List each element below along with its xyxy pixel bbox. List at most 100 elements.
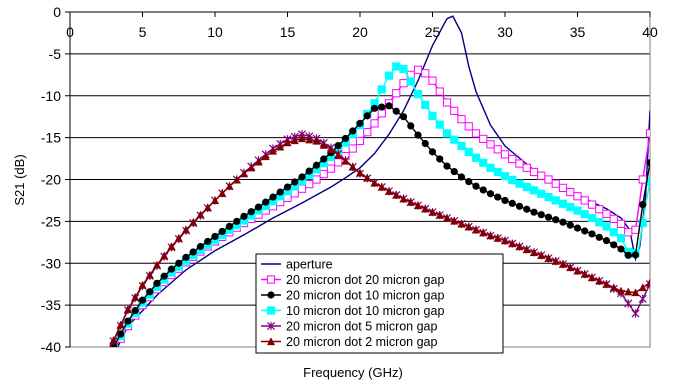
- marker-triangle: [464, 222, 473, 231]
- marker-square-filled: [377, 85, 386, 94]
- y-tick-label: -25: [41, 213, 61, 229]
- marker-square-filled: [638, 218, 647, 228]
- marker-triangle: [269, 146, 277, 155]
- marker-triangle: [399, 194, 408, 203]
- marker-triangle: [370, 178, 379, 187]
- marker-circle: [501, 196, 509, 205]
- marker-square-open: [319, 169, 328, 179]
- marker-circle: [530, 208, 538, 216]
- marker-square-open: [595, 205, 604, 214]
- marker-triangle: [174, 233, 183, 242]
- x-tick-labels: 0510152025303540: [66, 12, 658, 40]
- marker-square-open: [457, 115, 466, 124]
- marker-triangle: [566, 263, 575, 272]
- marker-circle: [392, 107, 400, 115]
- marker-circle: [631, 251, 640, 259]
- marker-square-open: [486, 140, 495, 149]
- marker-circle: [138, 296, 147, 304]
- marker-circle: [573, 224, 582, 232]
- marker-circle: [428, 148, 437, 156]
- marker-circle: [160, 272, 168, 280]
- marker-square-open: [638, 175, 647, 184]
- marker-triangle: [160, 251, 169, 260]
- marker-circle: [153, 279, 161, 287]
- marker-circle: [457, 173, 466, 181]
- marker-circle: [385, 102, 393, 110]
- marker-square-open: [645, 129, 650, 138]
- marker-triangle: [559, 259, 567, 268]
- marker-circle: [276, 188, 284, 196]
- marker-square-open: [515, 159, 524, 168]
- marker-circle: [305, 167, 313, 175]
- marker-circle: [508, 199, 516, 207]
- y-tick-label: -40: [41, 339, 61, 355]
- marker-triangle: [580, 269, 589, 278]
- marker-square-open: [442, 98, 452, 107]
- marker-square-open: [558, 183, 568, 192]
- marker-triangle: [348, 162, 357, 171]
- marker-circle: [515, 202, 524, 210]
- marker-triangle: [377, 182, 386, 191]
- marker-triangle: [638, 283, 647, 292]
- marker-circle: [602, 237, 611, 245]
- marker-square-open: [587, 200, 597, 209]
- marker-square-filled: [544, 192, 553, 202]
- marker-triangle: [261, 152, 270, 161]
- marker-triangle: [385, 187, 393, 195]
- legend-entry: 20 micron dot 10 micron gap: [261, 289, 444, 303]
- marker-triangle: [240, 169, 248, 178]
- marker-square-open: [266, 275, 276, 284]
- marker-triangle: [131, 292, 140, 301]
- marker-triangle: [537, 251, 546, 259]
- marker-triangle: [443, 213, 451, 222]
- marker-square-open: [283, 193, 292, 203]
- marker-square-filled: [413, 89, 423, 99]
- marker-circle: [407, 122, 415, 130]
- marker-square-filled: [442, 129, 452, 138]
- marker-square-filled: [266, 306, 276, 315]
- marker-triangle: [153, 260, 161, 269]
- marker-triangle: [617, 286, 625, 295]
- marker-triangle: [225, 182, 234, 190]
- marker-triangle: [203, 203, 212, 212]
- marker-square-open: [428, 76, 437, 85]
- marker-square-open: [363, 128, 372, 137]
- marker-square-open: [399, 79, 408, 88]
- marker-square-open: [624, 228, 633, 237]
- marker-square-open: [537, 171, 546, 180]
- x-tick-label: 25: [425, 24, 441, 40]
- marker-circle: [486, 190, 495, 198]
- marker-star: [645, 280, 650, 289]
- marker-square-filled: [515, 179, 524, 188]
- marker-square-filled: [587, 213, 597, 223]
- marker-circle: [334, 141, 342, 150]
- marker-triangle: [602, 279, 611, 288]
- marker-triangle: [283, 138, 292, 147]
- marker-square-open: [529, 167, 539, 177]
- marker-circle: [559, 218, 567, 226]
- marker-circle: [399, 113, 408, 121]
- marker-star: [266, 321, 276, 331]
- marker-triangle: [522, 245, 531, 254]
- marker-star: [631, 309, 640, 318]
- x-tick-label: 20: [352, 24, 368, 40]
- marker-circle: [566, 221, 574, 229]
- marker-square-open: [450, 106, 459, 115]
- marker-circle: [182, 253, 190, 261]
- marker-triangle: [290, 136, 299, 145]
- marker-circle: [262, 198, 270, 206]
- marker-circle: [450, 167, 458, 176]
- marker-square-filled: [384, 71, 394, 80]
- legend-label: 20 micron dot 5 micron gap: [286, 320, 438, 334]
- marker-triangle: [124, 305, 132, 313]
- marker-triangle: [421, 204, 430, 213]
- marker-triangle: [450, 216, 459, 225]
- marker-square-open: [305, 180, 314, 189]
- marker-circle: [370, 104, 379, 112]
- marker-circle: [131, 306, 139, 315]
- marker-square-open: [479, 134, 488, 143]
- marker-circle: [544, 213, 553, 221]
- marker-square-open: [297, 184, 307, 193]
- legend-label: aperture: [286, 258, 333, 272]
- x-axis-title: Frequency (GHz): [303, 365, 403, 380]
